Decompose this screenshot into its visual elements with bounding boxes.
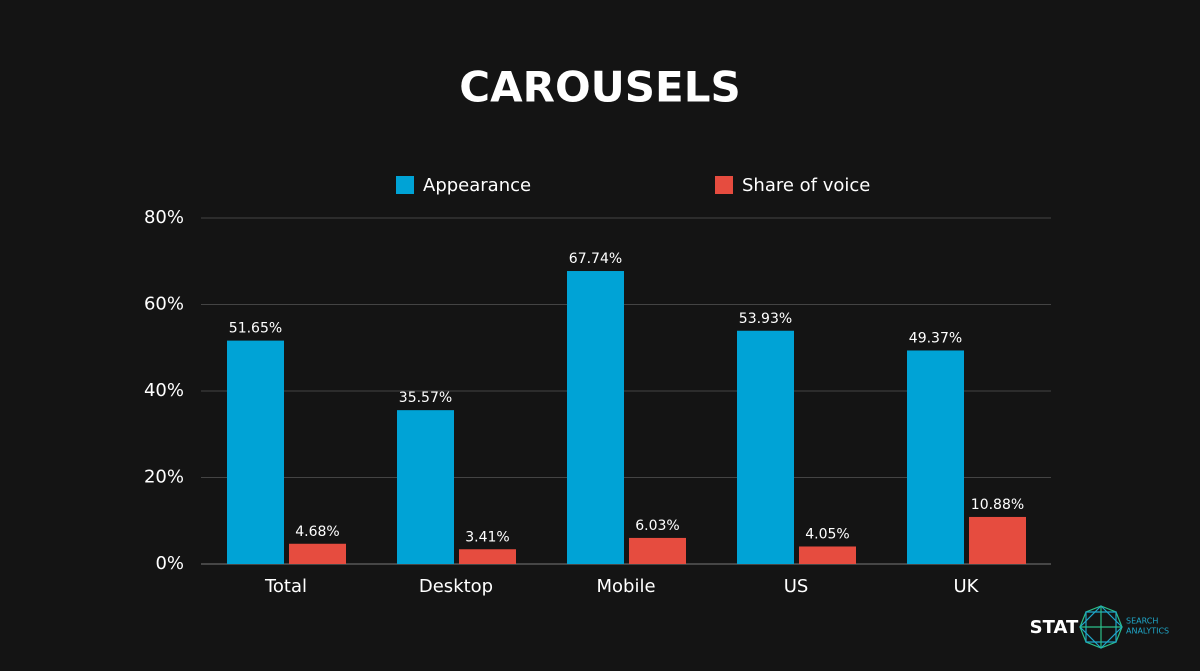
logo-icon [1079,605,1123,649]
bar [397,410,454,564]
value-label: 67.74% [569,251,622,267]
bar [907,350,964,564]
x-tick-label: UK [954,576,980,597]
legend-label: Share of voice [742,175,870,196]
chart-title: CAROUSELS [459,63,740,112]
logo: STAT SEARCH ANALYTICS [1030,605,1169,649]
value-label: 4.68% [295,524,339,540]
logo-name: STAT [1030,617,1079,638]
y-tick-label: 80% [144,207,184,228]
x-tick-label: Total [264,576,307,597]
value-label: 49.37% [909,330,962,346]
bar [567,271,624,564]
value-label: 4.05% [805,526,849,542]
bar [289,543,346,564]
y-tick-label: 60% [144,294,184,315]
value-label: 51.65% [229,321,282,337]
legend-label: Appearance [423,175,531,196]
value-label: 6.03% [635,518,679,534]
value-label: 35.57% [399,390,452,406]
x-tick-label: Mobile [596,576,655,597]
legend-swatch [715,176,733,194]
bar [459,549,516,564]
bar [629,537,686,564]
bar [737,330,794,564]
value-label: 3.41% [465,529,509,545]
logo-tagline: SEARCH [1126,617,1158,626]
bar [799,546,856,564]
legend-swatch [396,176,414,194]
bar [227,340,284,564]
y-tick-label: 40% [144,380,184,401]
value-label: 10.88% [971,497,1024,513]
x-tick-label: Desktop [419,576,493,597]
y-tick-label: 0% [155,553,184,574]
logo-tagline: ANALYTICS [1126,627,1169,636]
value-label: 53.93% [739,311,792,327]
y-tick-label: 20% [144,467,184,488]
bar [969,516,1026,564]
x-tick-label: US [784,576,809,597]
